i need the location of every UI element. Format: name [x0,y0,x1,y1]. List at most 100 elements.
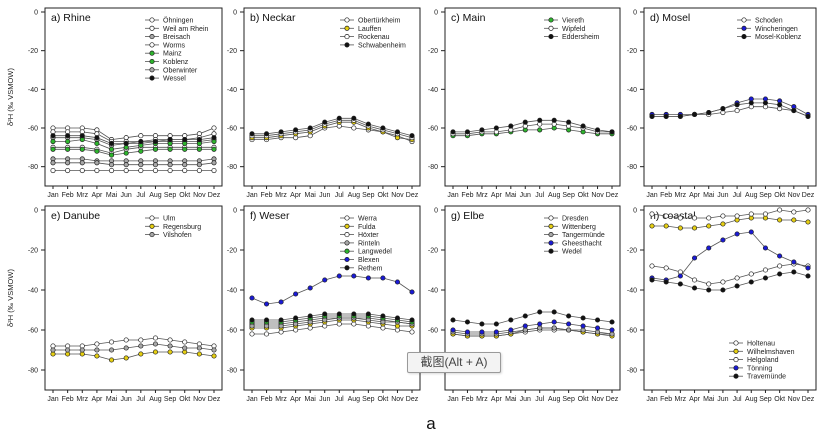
panel-f-weser: 0 -20 -40 -60 -80 Jan Feb Mrz Apr Mai Jun Jul Aug Sep… [227,205,421,403]
legend-marker [149,67,155,73]
y-tick-label: -40 [227,288,237,295]
data-point [409,289,415,295]
data-point [351,125,357,131]
data-point [263,131,270,137]
y-tick-label: -40 [227,87,237,94]
data-point [777,263,783,269]
data-point [123,337,129,343]
data-point [479,329,485,335]
panel-frame [643,7,817,187]
data-point [380,125,386,131]
data-point [649,263,655,269]
x-tick-label: Jul [535,396,544,403]
data-point [79,133,85,139]
data-point [450,129,456,135]
x-tick-label: Okt [774,192,785,199]
data-point [777,271,783,277]
data-point [196,137,202,143]
x-tick-label: Jun [319,396,330,403]
data-point [609,129,615,135]
x-tick-label: Jan [646,192,657,199]
legend-marker [733,340,739,346]
data-point [152,335,159,341]
legend-marker [548,240,554,246]
legend-entry: Dresden [562,216,589,223]
legend-marker [733,373,739,379]
data-point [322,119,328,125]
data-point [293,315,299,321]
legend-entry: Rockenau [358,34,390,41]
data-point [152,162,159,168]
x-tick-label: Okt [179,396,190,403]
data-point [805,207,811,213]
data-point [307,125,313,131]
x-tick-label: Jan [246,396,257,403]
x-tick-label: Jun [121,192,132,199]
x-tick-label: Apr [290,396,302,403]
legend-marker [548,215,554,221]
x-tick-label: Nov [591,192,604,199]
legend-entry: Koblenz [163,59,189,66]
x-tick-label: Jul [136,192,145,199]
x-tick-label: Mai [106,192,118,199]
y-tick-label: -60 [627,126,637,133]
series-koblenz [50,146,217,158]
data-point [365,121,371,127]
screenshot-tooltip: 截图(Alt + A) [407,352,501,373]
data-point [108,152,115,158]
y-tick-label: -60 [227,126,237,133]
data-point [94,135,100,141]
data-point [677,225,683,231]
data-point [748,211,754,217]
data-point [278,299,284,305]
data-point [167,162,173,168]
x-tick-label: Dez [606,192,619,199]
data-point [762,275,769,281]
data-point [706,215,712,221]
legend-entry: Mainz [163,51,182,58]
data-point [522,119,528,125]
data-point [791,259,797,265]
legend-entry: Blexen [358,257,380,264]
series-fulda [249,317,415,331]
legend-entry: Öhningen [163,17,193,25]
x-tick-label: Okt [377,192,388,199]
legend-entry: Obertürkheim [358,18,401,25]
legend-entry: Tönning [747,365,772,372]
y-tick-label: -40 [28,87,38,94]
x-tick-label: Mrz [675,192,687,199]
data-point [365,275,371,281]
legend-entry: Travemünde [747,374,786,381]
x-tick-label: Aug [149,192,162,199]
data-point [94,353,100,359]
legend-entry: Wilhelmshaven [747,349,795,356]
x-tick-label: Aug [149,396,162,403]
y-tick-label: 0 [233,10,237,17]
legend-marker [733,365,739,371]
data-point [805,219,811,225]
data-point [479,127,485,133]
data-point [182,339,188,345]
figure-label: a [426,414,436,433]
data-point [691,225,698,231]
legend-marker [149,75,155,81]
legend-entry: Wedel [562,249,582,256]
data-point [791,269,797,275]
data-point [551,325,557,331]
x-tick-label: Apr [91,396,103,403]
y-tick-label: -60 [28,126,38,133]
series-gheesthacht [450,319,615,335]
data-point [551,319,557,325]
panel-title: b) Neckar [250,12,296,24]
data-point [734,231,740,237]
legend-marker [548,17,554,23]
data-point [108,339,115,345]
data-point [580,315,586,321]
x-tick-label: Mai [505,192,517,199]
data-point [79,167,85,174]
x-tick-label: Nov [788,192,801,199]
